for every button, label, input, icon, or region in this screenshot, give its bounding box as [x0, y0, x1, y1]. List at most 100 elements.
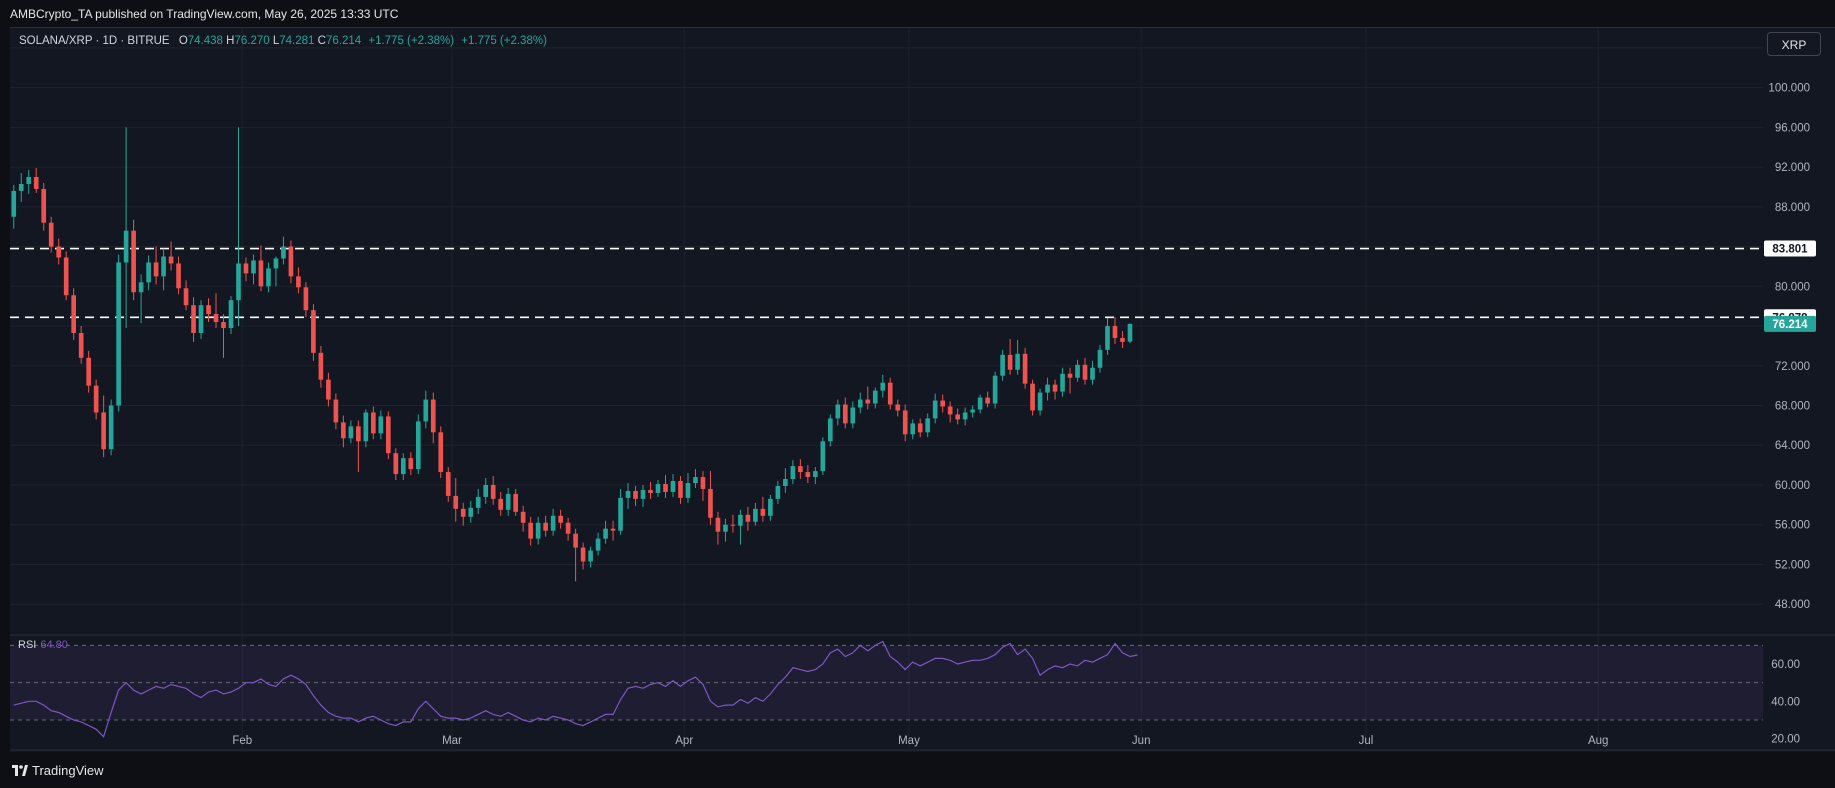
price-axis-tick-label: 100.000	[1768, 83, 1810, 95]
candle-body	[917, 423, 923, 433]
candle-body	[940, 400, 946, 407]
candle-down	[985, 391, 990, 408]
candle-down	[1067, 367, 1073, 394]
price-axis-tick-label: 64.000	[1775, 440, 1810, 452]
candle-down	[56, 238, 62, 265]
candle-body	[41, 188, 47, 223]
candle-down	[408, 452, 414, 476]
legend-close: 76.214	[325, 35, 362, 47]
candle-body	[221, 322, 226, 329]
candle-body	[116, 262, 121, 406]
rsi-axis-tick-label: 20.00	[1771, 734, 1800, 746]
candle-body	[760, 508, 766, 516]
candle-body	[708, 488, 713, 518]
candle-body	[176, 263, 181, 289]
candle-body	[558, 515, 563, 523]
candle-down	[565, 517, 571, 541]
symbol-badge-button[interactable]: XRP	[1767, 32, 1821, 56]
candle-down	[663, 475, 668, 498]
candle-body	[1075, 364, 1080, 378]
candle-body	[1000, 354, 1005, 376]
candle-up	[827, 414, 833, 447]
candle-up	[618, 488, 623, 535]
rsi-legend: RSI 64.80	[18, 639, 68, 651]
candle-body	[505, 493, 511, 510]
candle-body	[1105, 326, 1110, 350]
candle-body	[288, 246, 294, 277]
tradingview-logo-icon[interactable]	[12, 756, 28, 788]
candle-up	[1105, 318, 1110, 355]
candle-body	[258, 260, 264, 287]
candle-body	[281, 246, 286, 259]
candle-body	[700, 477, 706, 489]
candle-body	[633, 490, 638, 499]
candle-up	[348, 420, 354, 444]
candle-down	[93, 379, 99, 420]
last-price-tag-label: 76.214	[1772, 319, 1808, 331]
candle-up	[962, 407, 968, 426]
candle-down	[1112, 317, 1118, 344]
candle-down	[356, 420, 361, 473]
candle-down	[528, 516, 533, 546]
candle-body	[932, 400, 938, 419]
candle-body	[93, 385, 99, 413]
candle-body	[1007, 354, 1013, 370]
candle-body	[520, 511, 526, 523]
footer-brand[interactable]: TradingView	[32, 763, 104, 778]
candle-body	[693, 477, 698, 483]
candle-up	[161, 248, 166, 291]
candle-up	[146, 255, 151, 291]
candle-up	[768, 494, 773, 521]
candle-up	[423, 390, 429, 429]
candle-down	[213, 293, 219, 329]
candle-up	[116, 254, 121, 412]
candle-body	[356, 426, 361, 442]
candle-up	[18, 173, 24, 202]
candle-body	[236, 263, 241, 301]
candle-up	[790, 460, 796, 484]
candle-up	[813, 467, 818, 484]
candle-up	[266, 262, 271, 293]
candle-down	[513, 488, 518, 516]
candle-up	[550, 508, 556, 536]
candle-up	[1075, 359, 1080, 382]
candle-body	[985, 397, 990, 404]
candle-body	[880, 382, 886, 391]
candle-down	[33, 168, 39, 193]
candle-body	[1127, 323, 1133, 342]
candle-down	[288, 240, 294, 284]
candle-down	[498, 491, 504, 516]
price-axis-tick-label: 56.000	[1775, 520, 1810, 532]
candle-up	[603, 520, 608, 544]
candle-body	[490, 484, 496, 499]
candle-body	[745, 514, 751, 522]
candle-body	[805, 472, 811, 478]
candle-body	[850, 407, 856, 424]
candle-body	[865, 399, 871, 404]
level-tag-label: 83.801	[1772, 244, 1808, 256]
candle-body	[595, 538, 601, 551]
candle-up	[108, 399, 114, 456]
candle-body	[835, 404, 841, 419]
chart-svg[interactable]: 48.000 52.000 56.000 60.000 64.000 68.000 72.0…	[0, 0, 1835, 755]
candle-up	[228, 296, 234, 334]
price-axis-tick-label: 88.000	[1775, 202, 1810, 214]
candle-up	[625, 482, 631, 509]
candle-body	[483, 484, 489, 497]
price-axis-tick-label: 48.000	[1775, 599, 1810, 611]
price-legend: SOLANA/XRP · 1D · BITRUE O74.438 H76.270…	[19, 35, 547, 47]
rsi-line	[13, 640, 1138, 738]
candle-down	[183, 280, 189, 311]
candle-body	[86, 357, 91, 386]
candle-up	[932, 393, 938, 424]
candle-down	[955, 408, 960, 425]
candle-up	[872, 387, 878, 409]
candle-body	[580, 547, 586, 562]
candle-body	[101, 412, 106, 450]
price-axis-tick-label: 52.000	[1775, 559, 1810, 571]
candle-down	[41, 182, 47, 231]
candle-body	[872, 390, 878, 404]
candle-body	[588, 550, 593, 562]
candle-body	[33, 177, 39, 189]
candle-body	[311, 310, 316, 353]
